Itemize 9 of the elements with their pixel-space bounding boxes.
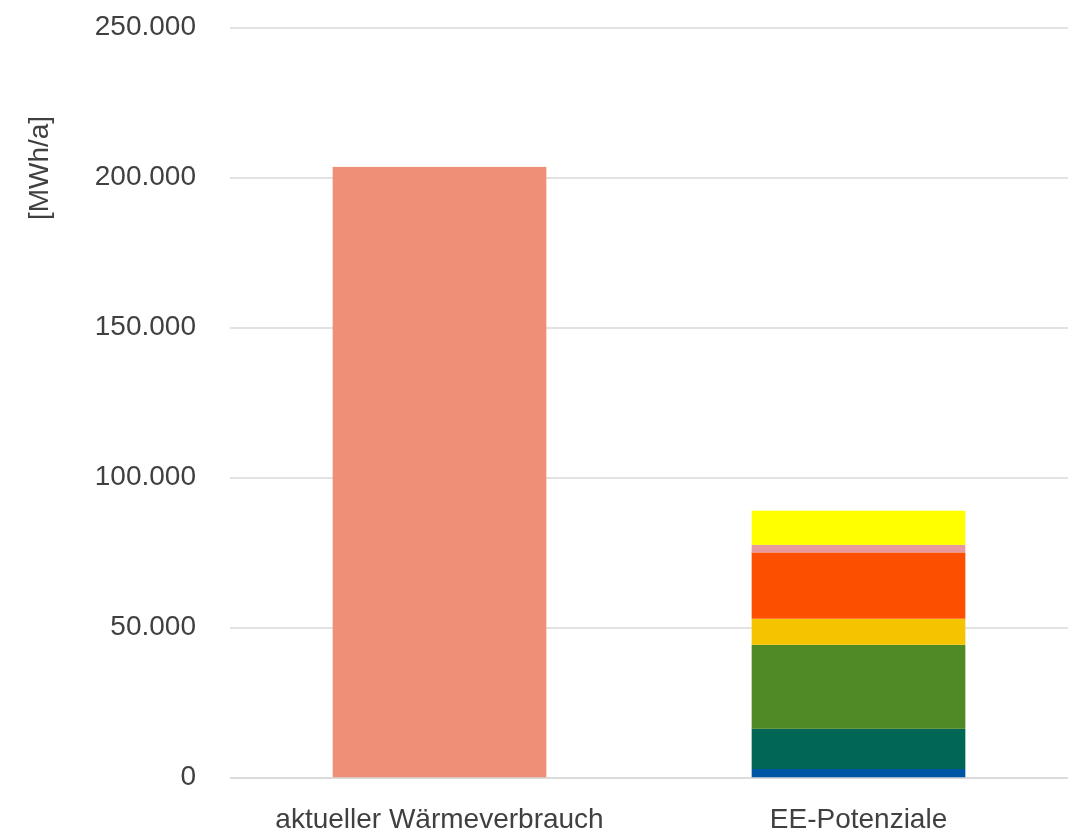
- y-tick-label: 250.000: [94, 10, 196, 42]
- x-tick-label: EE-Potenziale: [769, 803, 948, 834]
- y-tick-label: 150.000: [94, 310, 196, 342]
- y-tick-label: 0: [180, 760, 196, 792]
- y-tick-label: 200.000: [94, 160, 196, 192]
- y-axis-title: [MWh/a]: [23, 115, 54, 221]
- y-tick-label: 100.000: [94, 460, 196, 492]
- x-tick-label: aktueller Wärmeverbrauch: [275, 803, 604, 834]
- y-tick-label: 50.000: [110, 610, 196, 642]
